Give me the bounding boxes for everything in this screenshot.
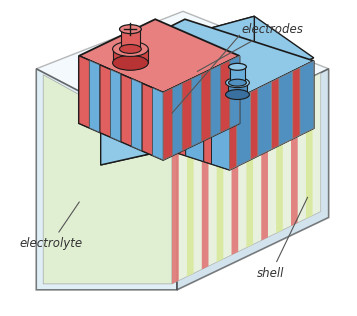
Polygon shape	[230, 99, 237, 170]
Polygon shape	[172, 143, 179, 284]
Polygon shape	[101, 16, 254, 165]
Polygon shape	[246, 106, 253, 248]
Text: electrodes: electrodes	[197, 23, 303, 71]
Polygon shape	[131, 79, 142, 151]
Polygon shape	[177, 69, 329, 290]
Polygon shape	[293, 68, 300, 139]
Polygon shape	[43, 75, 172, 284]
Polygon shape	[306, 77, 313, 219]
Polygon shape	[217, 121, 223, 262]
Polygon shape	[121, 74, 131, 146]
Ellipse shape	[226, 90, 250, 100]
Polygon shape	[182, 79, 192, 151]
Polygon shape	[178, 86, 186, 156]
Polygon shape	[79, 19, 240, 93]
Polygon shape	[230, 56, 240, 128]
Polygon shape	[211, 97, 230, 170]
Polygon shape	[101, 61, 109, 131]
Polygon shape	[173, 83, 182, 155]
Polygon shape	[300, 61, 314, 135]
Text: electrolyte: electrolyte	[19, 202, 82, 250]
Polygon shape	[152, 88, 163, 160]
Polygon shape	[101, 19, 314, 102]
Polygon shape	[134, 72, 152, 145]
Ellipse shape	[112, 41, 148, 56]
Polygon shape	[187, 136, 193, 276]
Polygon shape	[261, 99, 268, 240]
Polygon shape	[192, 74, 201, 146]
Polygon shape	[101, 58, 254, 165]
Polygon shape	[36, 69, 177, 290]
Polygon shape	[79, 56, 89, 128]
Polygon shape	[126, 69, 134, 139]
Ellipse shape	[228, 79, 246, 86]
Polygon shape	[163, 88, 173, 160]
Polygon shape	[232, 113, 238, 255]
Ellipse shape	[120, 25, 141, 33]
Ellipse shape	[228, 63, 246, 70]
Ellipse shape	[226, 78, 250, 88]
Polygon shape	[163, 56, 240, 160]
Polygon shape	[100, 65, 110, 137]
Polygon shape	[101, 16, 314, 120]
Polygon shape	[186, 88, 204, 161]
Polygon shape	[172, 73, 321, 284]
Polygon shape	[230, 67, 245, 83]
Polygon shape	[237, 92, 251, 166]
Polygon shape	[89, 60, 100, 132]
Polygon shape	[101, 61, 230, 170]
Polygon shape	[220, 60, 230, 132]
Polygon shape	[109, 64, 126, 137]
Polygon shape	[279, 71, 293, 145]
Polygon shape	[36, 11, 329, 142]
Text: shell: shell	[257, 197, 308, 280]
Polygon shape	[272, 78, 279, 149]
Polygon shape	[121, 29, 140, 49]
Polygon shape	[204, 94, 211, 164]
Polygon shape	[152, 77, 160, 147]
Ellipse shape	[112, 55, 148, 70]
Polygon shape	[276, 91, 283, 233]
Polygon shape	[142, 83, 152, 155]
Polygon shape	[227, 83, 247, 94]
Polygon shape	[79, 56, 163, 160]
Polygon shape	[291, 84, 298, 226]
Polygon shape	[112, 49, 148, 63]
Polygon shape	[110, 70, 121, 142]
Polygon shape	[202, 128, 208, 270]
Polygon shape	[160, 80, 178, 153]
Ellipse shape	[120, 45, 141, 53]
Polygon shape	[211, 65, 220, 137]
Polygon shape	[230, 61, 314, 170]
Polygon shape	[258, 82, 272, 156]
Polygon shape	[251, 88, 258, 160]
Polygon shape	[201, 70, 211, 142]
